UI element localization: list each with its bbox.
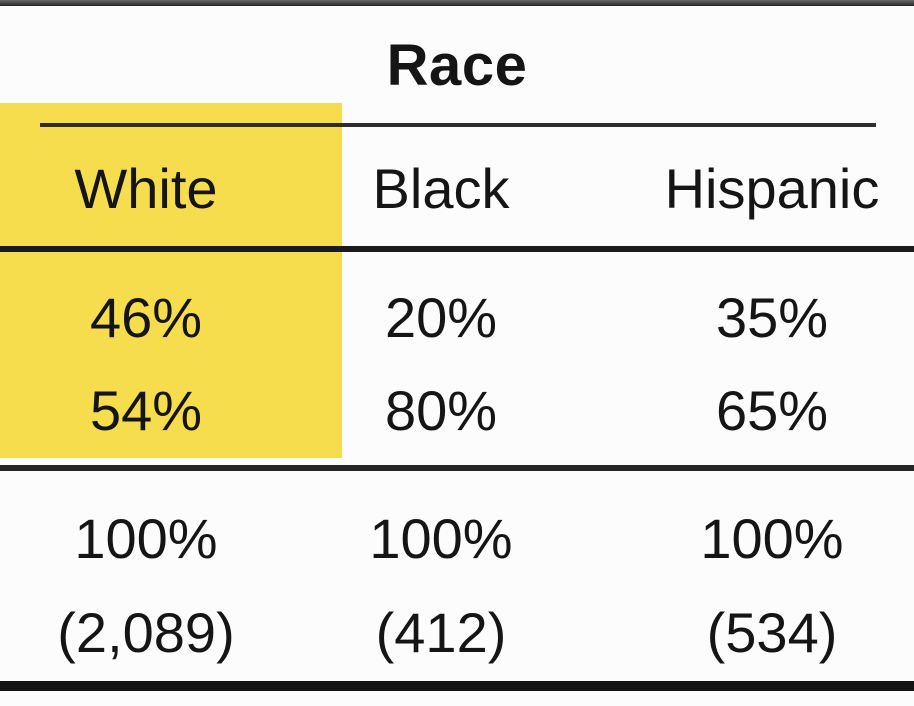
cell-hispanic-total: 100% xyxy=(700,507,844,570)
bottom-border-rule xyxy=(0,681,914,691)
white-column-highlight xyxy=(0,103,342,458)
header-divider-rule xyxy=(0,246,914,252)
cell-white-n: (2,089) xyxy=(57,601,235,664)
table-row: 46% 20% 35% xyxy=(0,285,914,349)
cell-black-row1: 20% xyxy=(384,286,498,349)
cell-white-row1: 46% xyxy=(89,286,203,349)
cell-hispanic-row1: 35% xyxy=(715,286,829,349)
cell-black-row2: 80% xyxy=(384,379,498,442)
cell-hispanic-row2: 65% xyxy=(715,379,829,442)
top-border-rule xyxy=(0,0,914,6)
table-title: Race xyxy=(386,32,528,98)
section-divider-rule xyxy=(0,465,914,471)
cell-white-total: 100% xyxy=(74,507,218,570)
cell-black-n: (412) xyxy=(375,601,507,664)
table-row: 54% 80% 65% xyxy=(0,378,914,442)
cell-black-total: 100% xyxy=(369,507,513,570)
sample-size-row: (2,089) (412) (534) xyxy=(0,600,914,664)
cell-white-row2: 54% xyxy=(89,379,203,442)
total-percent-row: 100% 100% 100% xyxy=(0,506,914,570)
column-header-black: Black xyxy=(372,157,510,220)
column-header-white: White xyxy=(74,157,218,220)
column-header-hispanic: Hispanic xyxy=(664,157,880,220)
header-row: White Black Hispanic xyxy=(0,156,914,220)
title-underline-rule xyxy=(40,123,876,127)
cell-hispanic-n: (534) xyxy=(706,601,838,664)
